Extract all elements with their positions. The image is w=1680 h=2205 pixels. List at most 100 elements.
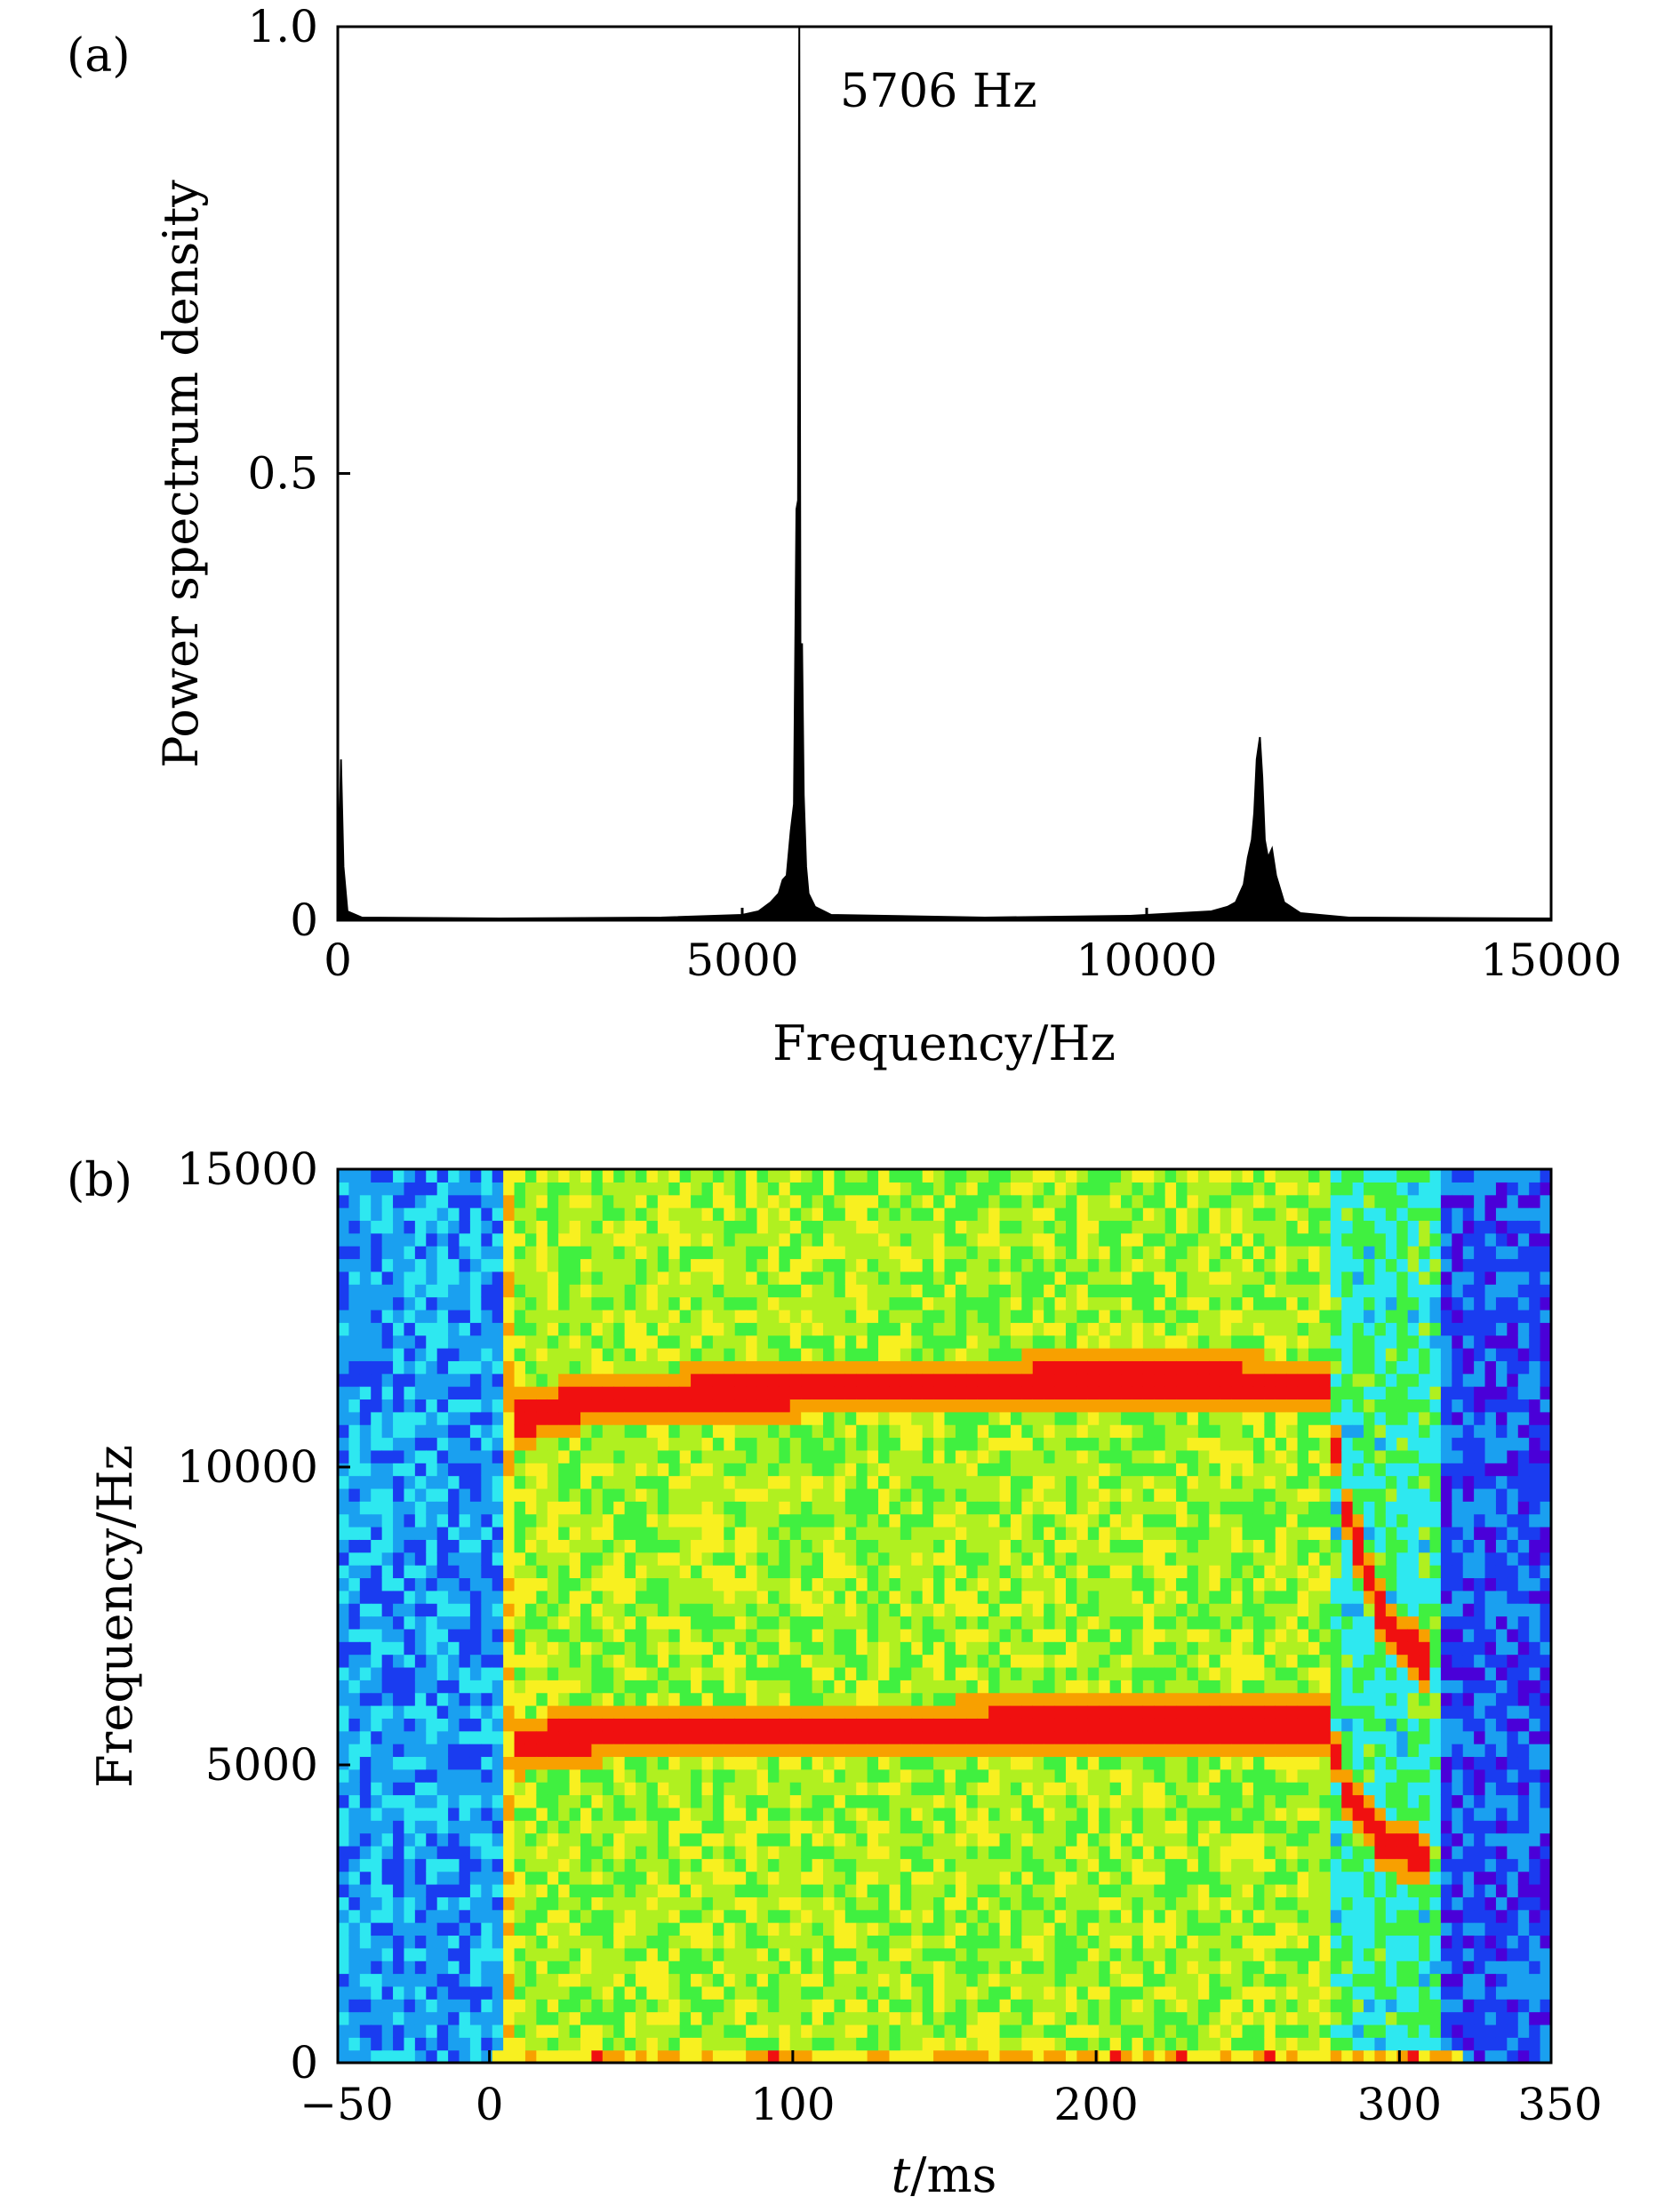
heatmap-cell xyxy=(1010,1744,1022,1758)
heatmap-cell xyxy=(724,1296,736,1311)
heatmap-cell xyxy=(591,2011,604,2025)
heatmap-cell xyxy=(746,1603,758,1617)
heatmap-cell xyxy=(712,1718,724,1732)
heatmap-cell xyxy=(624,1768,636,1783)
heatmap-cell xyxy=(547,2037,559,2051)
heatmap-cell xyxy=(867,1565,879,1579)
heatmap-cell xyxy=(591,1373,604,1387)
heatmap-cell xyxy=(679,1782,692,1796)
heatmap-cell xyxy=(524,1960,537,1975)
heatmap-cell xyxy=(657,1616,669,1630)
heatmap-cell xyxy=(955,1807,967,1821)
heatmap-cell xyxy=(900,1985,912,2000)
heatmap-cell xyxy=(536,2011,548,2025)
heatmap-cell xyxy=(657,1832,669,1847)
heatmap-cell xyxy=(503,1832,516,1847)
heatmap-cell xyxy=(636,1935,648,1949)
heatmap-cell xyxy=(624,1513,636,1527)
heatmap-cell xyxy=(823,1182,836,1196)
heatmap-cell xyxy=(646,1463,659,1477)
heatmap-cell xyxy=(801,1487,813,1502)
heatmap-cell xyxy=(1066,1768,1078,1783)
heatmap-cell xyxy=(944,1246,956,1260)
heatmap-cell xyxy=(338,1845,350,1859)
heatmap-cell xyxy=(338,1207,350,1222)
heatmap-cell xyxy=(393,1935,405,1949)
heatmap-cell xyxy=(404,1246,416,1260)
heatmap-cell xyxy=(746,1322,758,1336)
heatmap-cell xyxy=(789,1463,802,1477)
heatmap-cell xyxy=(756,1487,769,1502)
heatmap-cell xyxy=(613,1475,626,1489)
heatmap-cell xyxy=(801,1335,813,1349)
heatmap-cell xyxy=(812,1373,824,1387)
heatmap-cell xyxy=(524,1616,537,1630)
heatmap-cell xyxy=(524,1641,537,1656)
heatmap-cell xyxy=(966,2037,979,2051)
heatmap-cell xyxy=(933,1718,946,1732)
heatmap-cell xyxy=(1087,1782,1100,1796)
heatmap-cell xyxy=(414,1794,427,1808)
heatmap-cell xyxy=(492,1539,504,1553)
heatmap-cell xyxy=(867,1782,879,1796)
heatmap-cell xyxy=(767,1411,780,1425)
heatmap-cell xyxy=(569,1194,581,1208)
heatmap-cell xyxy=(922,1973,934,1987)
heatmap-cell xyxy=(724,1832,736,1847)
heatmap-cell xyxy=(955,1922,967,1936)
heatmap-cell xyxy=(823,1335,836,1349)
heatmap-cell xyxy=(701,1794,714,1808)
heatmap-cell xyxy=(966,1960,979,1975)
heatmap-cell xyxy=(812,1705,824,1719)
heatmap-cell xyxy=(613,1449,626,1463)
heatmap-cell xyxy=(381,1730,394,1744)
heatmap-cell xyxy=(524,2049,537,2064)
heatmap-cell xyxy=(657,1449,669,1463)
heatmap-cell xyxy=(933,2024,946,2038)
heatmap-cell xyxy=(1099,2024,1111,2038)
heatmap-cell xyxy=(856,1271,868,1285)
heatmap-cell xyxy=(547,1999,559,2013)
heatmap-cell xyxy=(393,1577,405,1592)
heatmap-cell xyxy=(724,1909,736,1923)
heatmap-cell xyxy=(1044,1654,1056,1668)
heatmap-cell xyxy=(503,1744,516,1758)
heatmap-cell xyxy=(624,1424,636,1439)
heatmap-cell xyxy=(624,1744,636,1758)
heatmap-cell xyxy=(1099,1360,1111,1375)
heatmap-cell xyxy=(636,1896,648,1911)
heatmap-cell xyxy=(977,2011,989,2025)
heatmap-cell xyxy=(701,1654,714,1668)
heatmap-cell xyxy=(514,1884,526,1897)
heatmap-cell xyxy=(636,1820,648,1834)
heatmap-cell xyxy=(856,1820,868,1834)
heatmap-cell xyxy=(911,1565,924,1579)
heatmap-cell xyxy=(1109,1641,1122,1656)
heatmap-cell xyxy=(536,1832,548,1847)
heatmap-cell xyxy=(569,1947,581,1961)
heatmap-cell xyxy=(955,1820,967,1834)
heatmap-cell xyxy=(1032,1654,1044,1668)
heatmap-cell xyxy=(657,1654,669,1668)
heatmap-cell xyxy=(636,1884,648,1897)
heatmap-cell xyxy=(1066,1666,1078,1680)
heatmap-cell xyxy=(524,1207,537,1222)
heatmap-cell xyxy=(767,1513,780,1527)
heatmap-cell xyxy=(469,1565,482,1579)
heatmap-cell xyxy=(636,1527,648,1540)
heatmap-cell xyxy=(624,1730,636,1744)
heatmap-cell xyxy=(481,1909,493,1923)
heatmap-cell xyxy=(856,1348,868,1361)
heatmap-cell xyxy=(900,1960,912,1975)
heatmap-cell xyxy=(393,1705,405,1719)
heatmap-cell xyxy=(569,1296,581,1311)
heatmap-cell xyxy=(448,1768,460,1783)
heatmap-cell xyxy=(371,1935,383,1949)
heatmap-cell xyxy=(701,1258,714,1272)
heatmap-cell xyxy=(712,1744,724,1758)
heatmap-cell xyxy=(580,1718,593,1732)
heatmap-cell xyxy=(338,1411,350,1425)
heatmap-cell xyxy=(767,1309,780,1323)
heatmap-cell xyxy=(492,1487,504,1502)
heatmap-cell xyxy=(779,1335,791,1349)
